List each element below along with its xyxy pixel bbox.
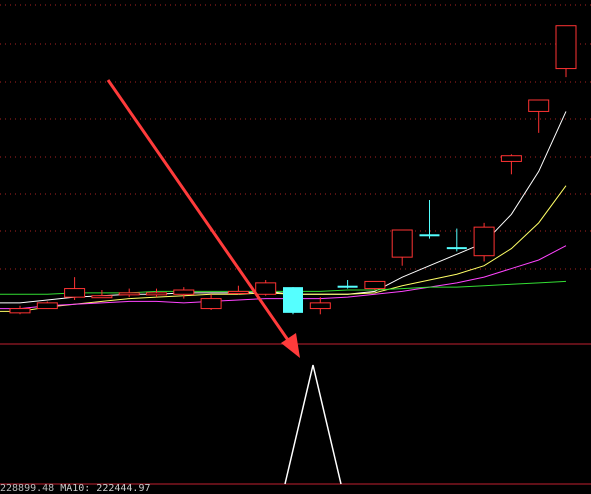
annotation-arrow [106, 79, 300, 358]
candle-body [255, 282, 277, 295]
candle [337, 280, 358, 289]
candle-body [91, 295, 113, 299]
candle [118, 288, 140, 298]
candle [9, 305, 31, 315]
indicator-spike [284, 364, 342, 485]
candle [473, 222, 495, 262]
candle-body [337, 285, 358, 288]
indicator-panel [284, 364, 342, 485]
candle [283, 287, 303, 315]
candle-body [146, 292, 167, 296]
candle-body [419, 234, 440, 237]
candle-body [528, 99, 550, 112]
candle-body [391, 229, 413, 258]
candle-body [36, 302, 58, 310]
ma-line-2 [0, 245, 567, 310]
price-grid [0, 4, 591, 270]
candle [364, 280, 386, 290]
candle-body [473, 226, 495, 257]
candle [200, 294, 222, 310]
candle [227, 285, 249, 295]
candle-body [364, 280, 386, 290]
ma-line-1 [0, 185, 567, 312]
ma-line-3 [0, 280, 567, 295]
candle [555, 25, 577, 78]
ma10-value: MA10: 222444.97 [60, 483, 151, 494]
candle [173, 287, 195, 299]
candle [391, 229, 413, 266]
volume-value: 228899.48 [0, 483, 55, 494]
candle [255, 280, 277, 296]
candle-body [200, 298, 222, 310]
candle-body [118, 292, 140, 296]
arrow-head-icon [281, 333, 300, 358]
candle-body [283, 287, 303, 313]
candle-body [446, 247, 467, 250]
candle-body [227, 290, 249, 294]
candle [309, 297, 331, 315]
candle [528, 99, 550, 133]
moving-average-lines [0, 111, 567, 312]
candle [446, 228, 467, 252]
candle-body [9, 308, 31, 314]
volume-readout: 228899.48 MA10: 222444.97 [0, 483, 200, 494]
candle-body [173, 289, 195, 295]
candle-body [555, 25, 577, 70]
candle [146, 288, 167, 298]
candle [419, 200, 440, 239]
candle [64, 277, 86, 300]
candlesticks [9, 25, 577, 315]
candle-body [309, 302, 331, 310]
candle [91, 290, 113, 299]
candle [36, 301, 58, 310]
candle-body [500, 155, 522, 162]
ma-line-0 [0, 111, 567, 304]
candle [500, 154, 522, 175]
candle-body [64, 288, 86, 298]
